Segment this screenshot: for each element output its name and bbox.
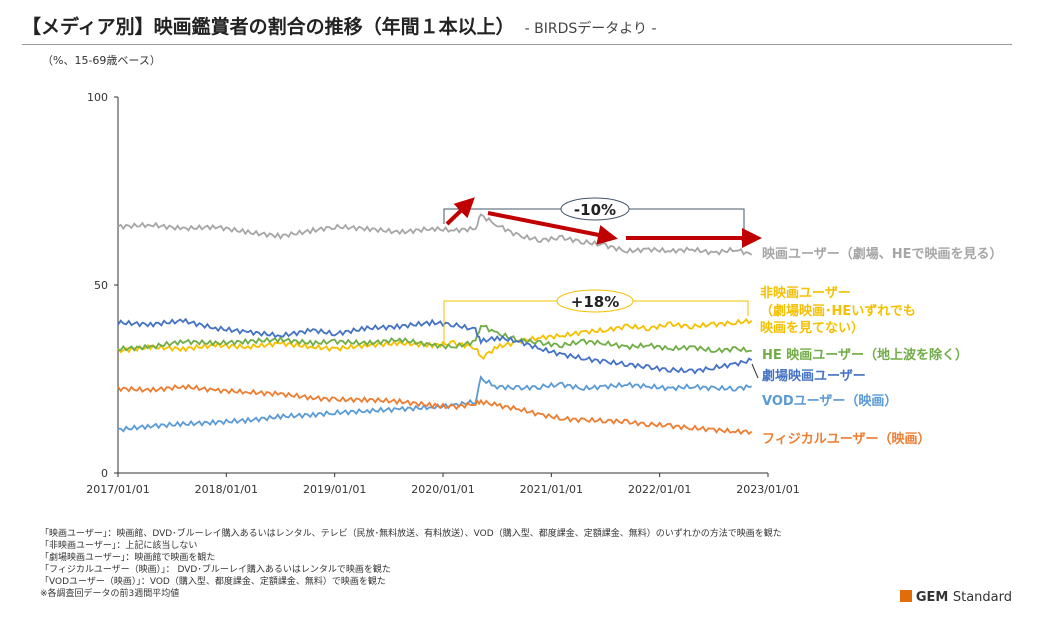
logo-text: Standard — [952, 590, 1012, 605]
series-label: 映画ユーザー（劇場、HEで映画を見る） — [762, 246, 1003, 262]
chart-series — [117, 213, 753, 436]
series-label: （劇場映画･HEいずれでも — [760, 303, 916, 319]
series-line — [117, 318, 753, 360]
y-tick-label: 100 — [87, 91, 108, 104]
logo-square-icon — [899, 590, 912, 602]
footnote: ※各調査回データの前3週間平均値 — [40, 589, 180, 599]
unit-label: （%、15-69歳ベース） — [42, 54, 161, 67]
footnote: 「劇場映画ユーザー」：映画館で映画を観た — [40, 553, 216, 563]
chart-annotations: -10% +18% — [443, 197, 762, 345]
gem-standard-logo: GEM Standard — [899, 590, 1012, 605]
series-line — [117, 324, 752, 354]
chart-axes: 0 50 100 2017/01/01 2018/01/01 2019/01/01 2020… — [86, 91, 799, 496]
change-badge-text: +18% — [571, 293, 619, 311]
series-label: HE 映画ユーザー（地上波を除く） — [762, 347, 968, 363]
x-tick-label: 2019/01/01 — [303, 483, 366, 496]
label-leader-line — [751, 363, 759, 379]
series-label: 映画を見てない） — [760, 320, 864, 336]
trend-arrow-down — [487, 211, 618, 245]
x-tick-label: 2018/01/01 — [195, 483, 258, 496]
series-label: 劇場映画ユーザー — [762, 368, 866, 384]
series-line — [117, 213, 753, 256]
chart-series-labels: 映画ユーザー（劇場、HEで映画を見る） 非映画ユーザー （劇場映画･HEいずれでも映… — [751, 246, 1003, 447]
logo-brand: GEM — [915, 590, 949, 605]
y-tick-label: 50 — [94, 279, 108, 292]
chart-title-text: 【メディア別】映画鑑賞者の割合の推移（年間１本以上） — [22, 16, 515, 38]
chart-subtitle: - BIRDSデータより - — [524, 21, 657, 37]
x-tick-label: 2023/01/01 — [736, 483, 799, 496]
series-line — [117, 383, 753, 436]
series-line — [117, 375, 752, 433]
series-label: 非映画ユーザー — [760, 285, 851, 301]
footnote: 「映画ユーザー」：映画館、DVD･ブルーレイ購入あるいはレンタル、テレビ（民放･… — [40, 529, 782, 539]
x-tick-label: 2021/01/01 — [520, 483, 583, 496]
y-tick-label: 0 — [101, 467, 108, 480]
chart-title: 【メディア別】映画鑑賞者の割合の推移（年間１本以上） - BIRDSデータより - — [22, 12, 657, 39]
series-label: VODユーザー（映画） — [762, 393, 897, 409]
x-tick-label: 2020/01/01 — [411, 483, 474, 496]
change-badge — [556, 289, 634, 313]
x-tick-label: 2017/01/01 — [86, 483, 149, 496]
footnote: 「非映画ユーザー」：上記に該当しない — [40, 541, 198, 551]
change-badge-text: -10% — [574, 201, 616, 219]
title-divider — [22, 44, 1012, 45]
footnotes: 「映画ユーザー」：映画館、DVD･ブルーレイ購入あるいはレンタル、テレビ（民放･… — [40, 528, 782, 600]
series-label: フィジカルユーザー（映画） — [762, 431, 930, 447]
footnote: 「VODユーザー（映画）」：VOD（購入型、都度課金、定額課金、無料）で映画を観… — [40, 577, 386, 587]
x-tick-label: 2022/01/01 — [628, 483, 691, 496]
change-badge — [560, 197, 630, 221]
series-line — [117, 317, 753, 375]
footnote: 「フィジカルユーザー（映画）」： DVD･ブルーレイ購入あるいはレンタルで映画を… — [40, 565, 391, 575]
trend-arrow-up — [445, 197, 475, 226]
